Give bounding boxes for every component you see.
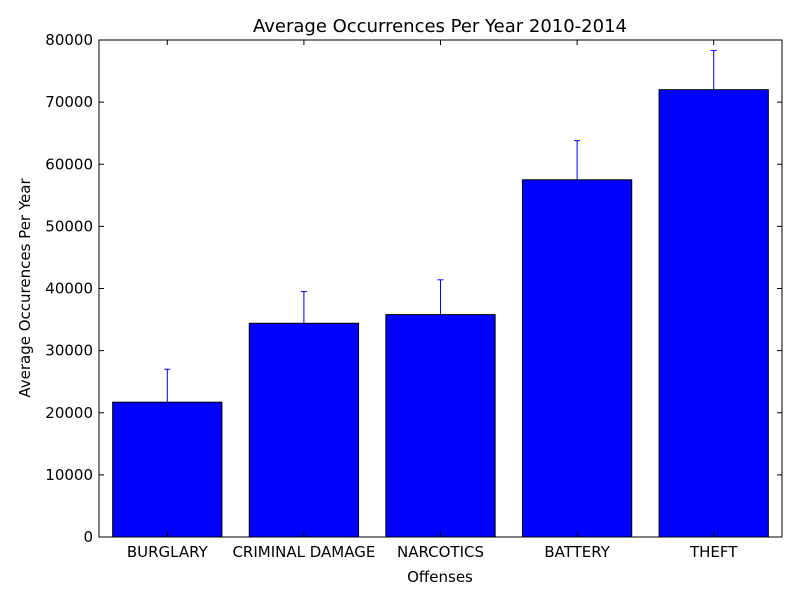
bar-criminal-damage [248,322,360,538]
bars-layer [112,89,769,538]
x-tick-label: CRIMINAL DAMAGE [232,543,375,561]
y-tick-label: 10000 [45,466,93,484]
y-tick-label: 70000 [45,93,93,111]
errorbar-battery [574,140,581,180]
x-tick-label: NARCOTICS [397,543,484,561]
x-tick-label: BATTERY [544,543,610,561]
bar-theft [658,89,769,538]
x-axis-label: Offenses [407,568,473,586]
x-tick-label: BURGLARY [127,543,209,561]
x-tick-label: THEFT [689,543,738,561]
bar-narcotics [385,314,496,538]
errorbar-criminal-damage [300,291,307,324]
bar-burglary [112,401,223,538]
chart-title: Average Occurrences Per Year 2010-2014 [253,16,627,37]
y-tick-label: 60000 [45,155,93,173]
y-tick-label: 20000 [45,404,93,422]
errorbar-theft [710,50,717,90]
y-tick-label: 80000 [45,31,93,49]
y-axis-ticks: 0 10000 20000 30000 40000 50000 60000 70000 8000… [45,31,782,546]
errorbar-burglary [164,368,171,403]
x-axis-ticks: BURGLARY CRIMINAL DAMAGE NARCOTICS BATTERY T… [127,40,738,561]
y-tick-label: 40000 [45,280,93,298]
bar-battery [521,179,633,538]
y-tick-label: 50000 [45,217,93,235]
errorbar-narcotics [437,279,444,315]
errorbars-layer [164,50,717,403]
y-tick-label: 30000 [45,342,93,360]
y-axis-label: Average Occurences Per Year [16,178,34,398]
y-tick-label: 0 [83,528,93,546]
